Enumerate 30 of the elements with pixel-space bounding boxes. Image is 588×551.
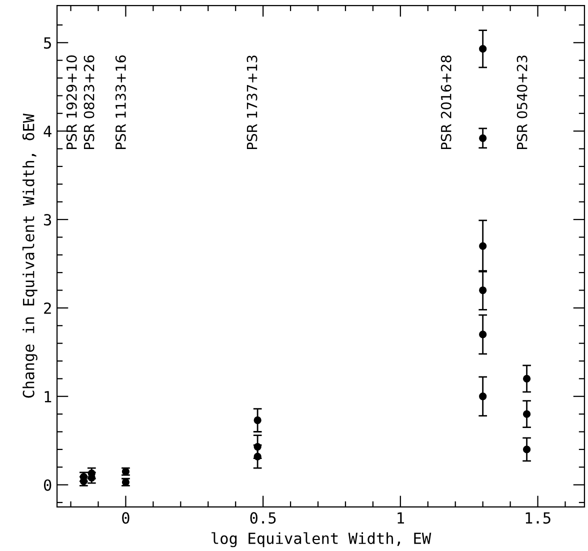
- x-axis-title: log Equivalent Width, EW: [212, 532, 432, 548]
- y-tick-label: 2: [44, 302, 51, 314]
- annotation: PSR 0823+26: [84, 55, 94, 150]
- point: [479, 330, 487, 338]
- point: [522, 410, 531, 418]
- point: [479, 286, 487, 294]
- annotation: PSR 1133+16: [115, 55, 126, 150]
- point: [522, 374, 531, 383]
- annotation: PSR 2016+28: [440, 55, 452, 150]
- y-tick-label: 4: [44, 126, 52, 137]
- annotation: PSR 0540+23: [516, 56, 528, 150]
- x-tick-label: 1: [398, 512, 404, 524]
- point: [254, 452, 262, 460]
- point: [479, 242, 487, 250]
- point: [254, 442, 262, 451]
- x-tick-label: 0.5: [250, 512, 276, 524]
- x-tick-label: 0: [122, 512, 130, 524]
- y-tick-label: 5: [44, 37, 51, 49]
- point: [479, 134, 487, 142]
- point: [254, 416, 262, 424]
- y-tick-label: 1: [44, 391, 52, 402]
- annotation: PSR 1929+10: [66, 55, 77, 150]
- x-tick-label: 1.5: [526, 512, 550, 524]
- annotation: PSR 1737+13: [246, 56, 258, 150]
- y-tick-label: 0: [44, 479, 52, 491]
- point: [479, 45, 487, 53]
- point: [479, 392, 487, 400]
- y-axis-title: Change in Equivalent Width, δEW: [22, 114, 38, 398]
- point: [522, 446, 531, 454]
- y-tick-label: 3: [44, 214, 52, 226]
